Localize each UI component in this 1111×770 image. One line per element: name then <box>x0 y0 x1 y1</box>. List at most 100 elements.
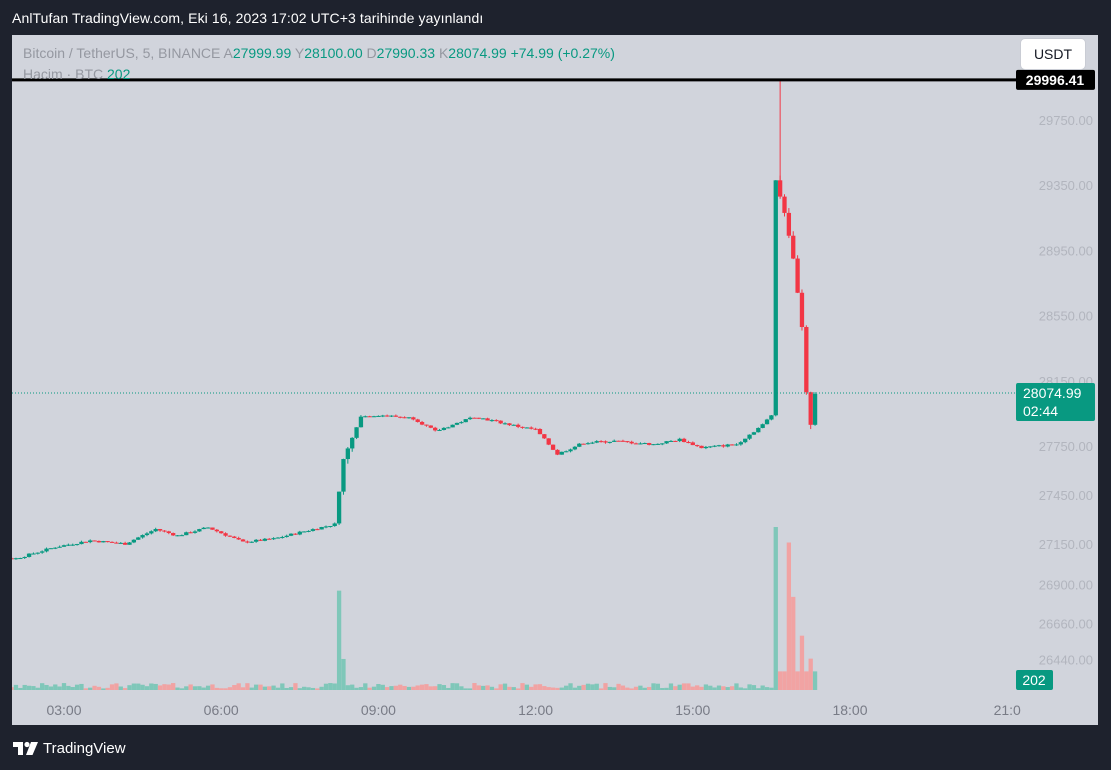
volume-bar <box>616 683 621 690</box>
volume-bar <box>568 683 573 690</box>
candle-body <box>515 424 521 427</box>
candle-body <box>376 415 381 417</box>
volume-bar <box>725 687 730 690</box>
countdown-label: 02:44 <box>1023 403 1058 419</box>
candle-body <box>585 443 591 445</box>
candle-body <box>53 547 58 549</box>
volume-bar <box>48 686 54 690</box>
volume-bar <box>585 683 591 690</box>
volume-bar <box>380 684 385 690</box>
currency-button[interactable]: USDT <box>1020 38 1086 70</box>
candle-body <box>363 416 368 418</box>
candle-body <box>446 427 451 429</box>
volume-bar <box>315 688 320 690</box>
tradingview-brand[interactable]: TradingView <box>13 740 126 757</box>
candle-body <box>699 445 704 449</box>
candle-body <box>136 537 141 540</box>
chart-panel[interactable]: 29750.00 29350.00 28950.00 28550.00 28150.00… <box>12 35 1098 725</box>
volume-bar <box>223 688 228 690</box>
candle-body <box>564 451 569 453</box>
volume-bar <box>79 683 84 690</box>
candle-body <box>646 443 652 445</box>
candle-body <box>40 551 45 553</box>
price-axis-tick: 27150.00 <box>1039 537 1093 552</box>
time-axis-tick: 03:00 <box>46 702 81 718</box>
volume-bar <box>721 686 726 690</box>
candle-body <box>192 531 198 533</box>
volume-bar <box>729 686 735 690</box>
volume-bar <box>192 686 198 690</box>
volume-bar <box>184 686 189 690</box>
candle-body <box>288 533 294 536</box>
candle-body <box>751 432 757 435</box>
candle-body <box>393 415 399 417</box>
volume-bar <box>175 687 180 690</box>
candle-body <box>786 212 792 236</box>
volume-bar <box>424 684 429 690</box>
candle-body <box>371 416 377 418</box>
candle-body <box>188 532 193 534</box>
candle-body <box>708 446 713 448</box>
candle-body <box>345 448 350 460</box>
close-value: 28074.99 <box>448 45 507 61</box>
brand-name: TradingView <box>43 740 126 757</box>
candle-body <box>31 553 36 555</box>
candle-body <box>590 442 595 444</box>
volume-bar <box>402 685 407 690</box>
volume-bar <box>271 685 276 690</box>
candle-body <box>179 535 185 537</box>
candle-body <box>507 423 512 426</box>
candle-body <box>297 531 302 535</box>
candle-body <box>402 417 407 419</box>
candle-body <box>315 529 320 531</box>
volume-bar <box>428 686 433 690</box>
candle-body <box>249 541 254 543</box>
volume-bar <box>384 687 390 690</box>
candle-body <box>555 449 560 455</box>
price-axis-tick: 29350.00 <box>1039 178 1093 193</box>
price-axis-tick: 28950.00 <box>1039 243 1093 258</box>
volume-bar <box>555 687 560 690</box>
volume-legend-value: 202 <box>107 66 131 82</box>
volume-bar <box>227 687 233 690</box>
volume-bar <box>166 684 171 690</box>
candle-body <box>70 544 75 546</box>
volume-bar <box>699 686 704 690</box>
candle-body <box>511 424 516 426</box>
candle-body <box>716 445 722 447</box>
candle-body <box>240 539 246 542</box>
candle-body <box>96 540 102 543</box>
volume-bar <box>450 683 455 690</box>
close-key: K <box>438 45 449 61</box>
volume-bar <box>550 687 556 690</box>
candle-body <box>12 558 14 560</box>
volume-bar <box>791 596 796 690</box>
candle-body <box>175 535 180 537</box>
volume-bar <box>288 687 294 690</box>
volume-label[interactable]: Hacim · BTC <box>23 66 104 82</box>
price-chart[interactable]: 29750.0029350.0028950.0028550.0028150.00… <box>12 35 1098 725</box>
volume-bar <box>620 685 626 690</box>
price-axis-tick: 26440.00 <box>1039 653 1093 668</box>
volume-bar <box>433 686 438 690</box>
candle-body <box>594 441 599 443</box>
candle-body <box>122 542 128 545</box>
volume-bar <box>716 685 722 690</box>
volume-bar <box>664 687 669 690</box>
volume-bar <box>332 683 337 690</box>
volume-bar <box>162 684 167 690</box>
candle-body <box>795 258 800 293</box>
volume-bar <box>26 685 32 690</box>
volume-bar <box>214 687 219 690</box>
volume-bar <box>485 685 490 690</box>
time-axis-tick: 21:0 <box>994 702 1021 718</box>
volume-bar <box>109 684 115 690</box>
symbol-name[interactable]: Bitcoin / TetherUS, 5, BINANCE <box>23 45 221 61</box>
volume-bar <box>690 686 695 690</box>
candle-body <box>804 327 809 393</box>
candle-body <box>275 537 281 539</box>
candle-body <box>350 437 355 449</box>
volume-bar <box>603 683 608 690</box>
time-axis-tick: 06:00 <box>204 702 239 718</box>
volume-bar <box>245 683 250 690</box>
